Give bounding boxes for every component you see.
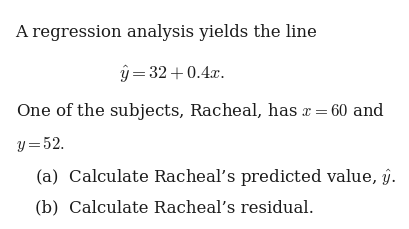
- Text: $\hat{y} = 32 + 0.4x.$: $\hat{y} = 32 + 0.4x.$: [119, 64, 225, 85]
- Text: A regression analysis yields the line: A regression analysis yields the line: [16, 24, 317, 41]
- Text: (b)  Calculate Racheal’s residual.: (b) Calculate Racheal’s residual.: [35, 199, 313, 216]
- Text: (a)  Calculate Racheal’s predicted value, $\hat{y}$.: (a) Calculate Racheal’s predicted value,…: [35, 167, 395, 188]
- Text: One of the subjects, Racheal, has $x = 60$ and: One of the subjects, Racheal, has $x = 6…: [16, 101, 384, 122]
- Text: $y = 52.$: $y = 52.$: [16, 134, 64, 154]
